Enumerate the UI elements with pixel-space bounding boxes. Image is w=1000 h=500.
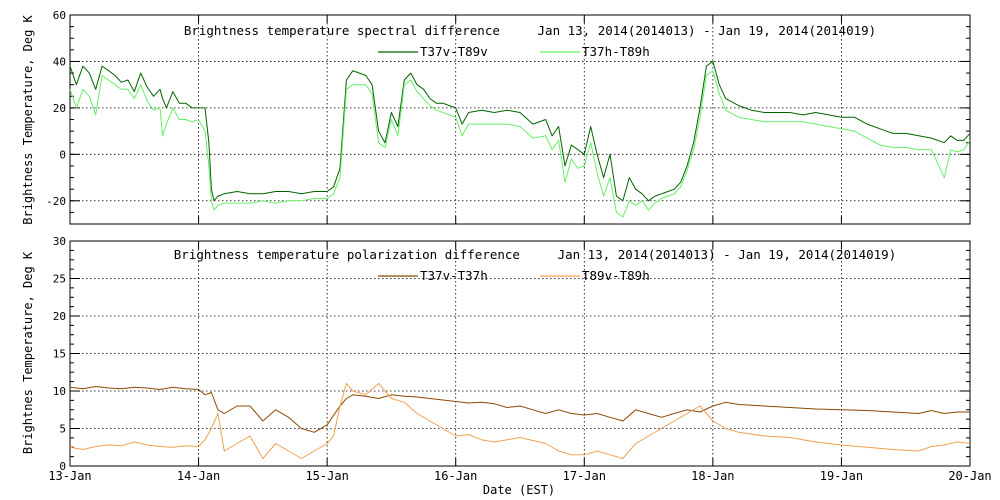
x-tick-label: 13-Jan	[48, 469, 91, 483]
y-tick-label: 0	[59, 148, 66, 161]
y-tick-label: 60	[53, 9, 66, 22]
x-tick-label: 16-Jan	[434, 469, 477, 483]
series-line-t37v-t37h	[69, 386, 970, 433]
x-axis-ticks-top	[69, 15, 971, 224]
y-tick-label: 15	[53, 348, 66, 361]
chart-title-top: Brightness temperature spectral differen…	[184, 23, 876, 38]
x-tick-label: 19-Jan	[820, 469, 863, 483]
series-line-t37h-t89h	[69, 70, 971, 218]
legend-label-t89v-t89h: T89v-T89h	[582, 268, 650, 283]
chart-title-bottom: Brightness temperature polarization diff…	[174, 247, 896, 262]
x-tick-label: 18-Jan	[691, 469, 734, 483]
series-line-t37v-t89v	[69, 60, 971, 202]
y-tick-label: 30	[53, 235, 66, 248]
y-tick-label: 40	[53, 55, 66, 68]
y-axis-ticks-bottom: 0 5 10 15 20 25 30	[53, 235, 970, 473]
y-tick-label: 20	[53, 310, 66, 323]
y-axis-label-bottom: Brightnes Temperature, Deg K	[21, 251, 35, 454]
gridlines-top	[70, 15, 970, 224]
legend-label-t37h-t89h: T37h-T89h	[582, 44, 650, 59]
y-tick-label: 25	[53, 273, 66, 286]
y-axis-label-top: Brightness Temperature, Deg K	[21, 14, 35, 224]
spectral-difference-panel: -20 0 20 40 60 Brightness temperature spectr…	[21, 9, 971, 225]
polarization-difference-panel: 0 5 10 15 20 25 30 13-Jan 14-Jan 15-Jan 16-Jan 17-…	[21, 235, 992, 483]
y-tick-label: 20	[53, 102, 66, 115]
series-lines-bottom	[69, 383, 971, 459]
y-tick-label: 10	[53, 385, 66, 398]
x-axis-ticks-bottom: 13-Jan 14-Jan 15-Jan 16-Jan 17-Jan 18-Jan 19-J…	[48, 241, 992, 483]
x-tick-label: 20-Jan	[948, 469, 991, 483]
y-tick-label: -20	[46, 195, 66, 208]
x-tick-label: 17-Jan	[563, 469, 606, 483]
legend-label-t37v-t37h: T37v-T37h	[420, 268, 488, 283]
panel-frame-top	[69, 14, 971, 225]
y-axis-ticks-top: -20 0 20 40 60	[46, 9, 970, 225]
y-tick-label: 0	[59, 460, 66, 473]
series-lines-top	[69, 60, 971, 218]
x-axis-label: Date (EST)	[483, 483, 555, 497]
legend-label-t37v-t89v: T37v-T89v	[420, 44, 488, 59]
y-tick-label: 5	[59, 423, 66, 436]
series-line-t89v-t89h	[69, 383, 971, 459]
legend-bottom: T37v-T37h T89v-T89h	[378, 268, 650, 283]
legend-top: T37v-T89v T37h-T89h	[378, 44, 650, 59]
x-tick-label: 14-Jan	[177, 469, 220, 483]
gridlines-bottom	[70, 241, 970, 466]
x-tick-label: 15-Jan	[305, 469, 348, 483]
